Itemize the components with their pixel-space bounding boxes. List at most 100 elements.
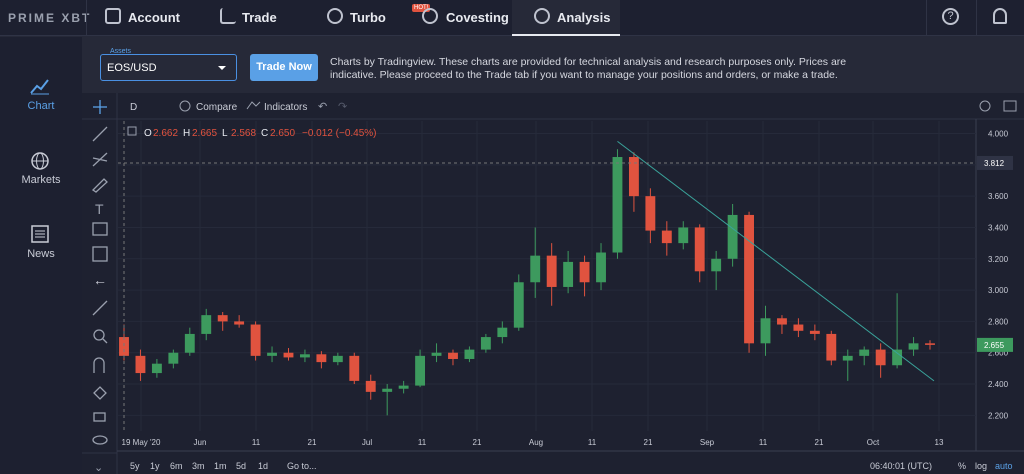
candle-body	[497, 327, 508, 338]
range-button[interactable]: 1d	[258, 461, 268, 471]
nav-account[interactable]: Account	[128, 10, 180, 25]
nav-turbo[interactable]: Turbo	[350, 10, 386, 25]
x-tick-label: 11	[252, 438, 261, 447]
candle-body	[678, 227, 689, 244]
legend-value: 2.662	[153, 128, 178, 139]
trade-icon	[220, 8, 236, 24]
svg-text:↷: ↷	[338, 101, 347, 113]
candle-body	[579, 261, 590, 283]
y-tick-label: 4.000	[988, 130, 1009, 139]
go-to[interactable]: Go to...	[287, 461, 317, 471]
legend-change: −0.012 (−0.45%)	[302, 128, 377, 139]
candle-body	[513, 282, 524, 328]
candle-body	[480, 337, 491, 350]
indicators[interactable]: Indicators	[264, 102, 307, 113]
candle-body	[267, 352, 277, 356]
y-tick-label: 3.000	[988, 286, 1009, 295]
asset-value: EOS/USD	[107, 62, 157, 74]
y-tick-label: 2.800	[988, 317, 1009, 326]
candle-body	[530, 255, 541, 283]
x-tick-label: 21	[473, 438, 482, 447]
candle-body	[661, 230, 672, 244]
nav-covesting[interactable]: Covesting	[446, 10, 509, 25]
range-button[interactable]: 1m	[214, 461, 227, 471]
covesting-icon	[422, 8, 438, 24]
range-button[interactable]: 1y	[150, 461, 160, 471]
x-tick-label: 21	[308, 438, 317, 447]
candle-body	[793, 324, 804, 331]
log-toggle[interactable]: log	[975, 461, 987, 471]
candle-body	[349, 355, 360, 381]
x-tick-label: Jul	[362, 438, 372, 447]
x-tick-label: 11	[759, 438, 768, 447]
y-tick-label: 3.400	[988, 223, 1009, 232]
x-tick-label: Jun	[194, 438, 207, 447]
legend-label: L	[222, 128, 228, 139]
candle-body	[925, 343, 935, 345]
percent-toggle[interactable]: %	[958, 461, 966, 471]
candle-body	[398, 385, 409, 389]
y-tick-label: 3.600	[988, 192, 1009, 201]
y-tick-label: 3.200	[988, 255, 1009, 264]
top-bar: PRIME XBT Account Trade Turbo HOT! Coves…	[0, 0, 1024, 36]
disclaimer: Charts by Tradingview. These charts are …	[330, 56, 847, 81]
chart-icon	[30, 79, 49, 95]
sidebar: Chart Markets News	[0, 37, 82, 474]
legend-value: 2.665	[192, 128, 217, 139]
last-price: 2.655	[984, 341, 1005, 350]
legend-toggle	[127, 126, 137, 136]
candle-body	[842, 355, 853, 361]
candle-body	[809, 330, 820, 334]
side-news[interactable]: News	[27, 248, 55, 260]
range-button[interactable]: 5y	[130, 461, 140, 471]
candle-body	[711, 258, 722, 272]
candle-body	[234, 321, 245, 325]
hot-badge: HOT!	[412, 4, 431, 12]
news-icon	[31, 225, 49, 243]
y-tick-label: 2.400	[988, 380, 1009, 389]
chart-widget: D Compare Indicators ↶ ↷ T ← ⌄ 2.200 2.400…	[82, 93, 1024, 474]
trade-now-button[interactable]: Trade Now	[250, 54, 318, 81]
candle-body	[645, 196, 656, 231]
interval[interactable]: D	[130, 102, 137, 113]
candle-body	[596, 252, 606, 283]
range-button[interactable]: 5d	[236, 461, 246, 471]
auto-toggle[interactable]: auto	[995, 461, 1013, 471]
candle-body	[563, 261, 574, 287]
candle-body	[744, 214, 754, 344]
range-button[interactable]: 3m	[192, 461, 205, 471]
utc-time: 06:40:01 (UTC)	[870, 461, 932, 471]
asset-select[interactable]: EOS/USD	[100, 54, 237, 81]
candle-body	[119, 337, 129, 356]
active-tab	[512, 0, 620, 36]
account-icon	[105, 8, 121, 24]
x-tick-label: Sep	[700, 438, 715, 447]
legend-label: H	[183, 128, 190, 139]
user-icon[interactable]	[993, 8, 1007, 24]
side-chart[interactable]: Chart	[27, 100, 55, 112]
dropdown-caret	[218, 66, 226, 74]
range-button[interactable]: 6m	[170, 461, 183, 471]
last-price-box	[977, 337, 1013, 352]
side-markets[interactable]: Markets	[21, 174, 61, 186]
candle-body	[727, 214, 738, 259]
markets-icon	[31, 152, 49, 170]
help-icon[interactable]: ?	[942, 8, 959, 25]
compare[interactable]: Compare	[196, 102, 238, 113]
crosshair-price-box	[977, 155, 1013, 170]
candle-body	[184, 333, 195, 353]
candle-body	[777, 318, 787, 325]
legend-value: 2.568	[231, 128, 256, 139]
candle-body	[875, 349, 886, 366]
candle-body	[250, 324, 261, 356]
candle-body	[365, 380, 376, 392]
candle-body	[382, 388, 393, 392]
nav-trade[interactable]: Trade	[242, 10, 277, 25]
candle-body	[694, 227, 705, 272]
candle-body	[431, 352, 442, 356]
candle-body	[201, 315, 212, 334]
candle-body	[332, 355, 343, 363]
candle-body	[628, 157, 639, 197]
nav-analysis[interactable]: Analysis	[557, 10, 611, 25]
candle-body	[415, 355, 426, 386]
